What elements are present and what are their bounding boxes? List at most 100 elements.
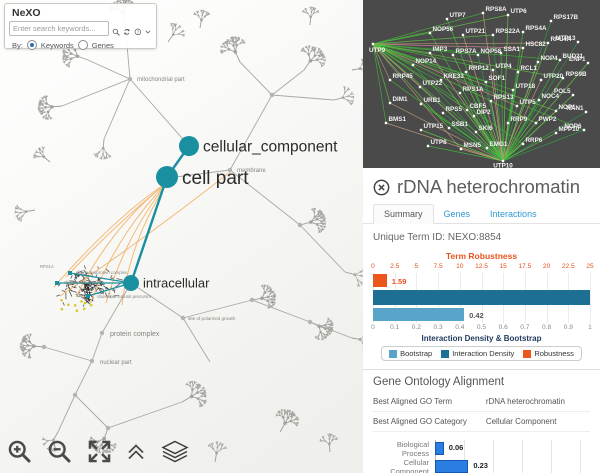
gene-node[interactable] (499, 51, 503, 55)
gene-node-label[interactable]: NOP6 (564, 123, 582, 130)
gene-node[interactable] (459, 147, 463, 151)
gene-node-label[interactable]: SSB1 (452, 121, 469, 128)
gene-node[interactable] (472, 114, 476, 118)
node-label-intracellular[interactable]: intracellular (143, 276, 210, 291)
gene-node[interactable] (461, 33, 465, 37)
selected-subterm-node[interactable] (55, 281, 59, 285)
gene-node[interactable] (549, 19, 553, 23)
close-icon[interactable] (373, 179, 390, 196)
gene-node-label[interactable]: NOP14 (416, 58, 437, 65)
tab-interactions[interactable]: Interactions (490, 209, 537, 219)
gene-node-label[interactable]: RPS17B (554, 14, 579, 21)
gene-node[interactable] (491, 33, 495, 37)
gene-node[interactable] (388, 101, 392, 105)
gene-node-label[interactable]: UTP5 (520, 99, 537, 106)
node-intracellular[interactable] (123, 275, 139, 291)
gene-node-label[interactable]: MSN5 (464, 142, 482, 149)
gene-node-label[interactable]: UTP13 (556, 35, 576, 42)
gene-node[interactable] (458, 91, 462, 95)
gene-node[interactable] (582, 128, 586, 132)
term-label[interactable]: ribonucleoprotein complex (76, 270, 128, 275)
node-label-cell-part[interactable]: cell part (182, 168, 249, 189)
gene-node[interactable] (571, 93, 575, 97)
gene-node-label[interactable]: URB1 (424, 97, 442, 104)
gene-node[interactable] (521, 46, 525, 50)
gene-node[interactable] (521, 30, 525, 34)
gene-node-label[interactable]: RPS8A (486, 6, 507, 13)
gene-node[interactable] (428, 31, 432, 35)
gene-node[interactable] (441, 111, 445, 115)
gene-node-label[interactable]: NAN1 (566, 105, 584, 112)
term-label[interactable]: mitochondrial part (137, 77, 185, 83)
gene-node[interactable] (506, 13, 510, 17)
gene-node[interactable] (546, 41, 550, 45)
term-label[interactable]: ribosomal subunit (64, 280, 99, 285)
gene-node-label[interactable]: SOF1 (489, 75, 506, 82)
gene-node[interactable] (539, 78, 543, 82)
gene-node-label[interactable]: SKI6 (479, 125, 493, 132)
gene-node-label[interactable]: RPS1A (463, 86, 484, 93)
gene-node[interactable] (388, 78, 392, 82)
keywords-radio-label[interactable]: Keywords (40, 40, 74, 50)
gene-node[interactable] (561, 76, 565, 80)
ontology-tree-svg[interactable]: mitochondrial part membrane protein comple… (0, 0, 363, 473)
gene-node-label[interactable]: UTP4 (496, 63, 513, 70)
term-label[interactable]: membrane (237, 168, 266, 174)
tab-genes[interactable]: Genes (443, 209, 471, 219)
gene-node[interactable] (576, 40, 580, 44)
gene-node-label[interactable]: NOP56 (433, 26, 454, 33)
gene-node-label[interactable]: RPS22A (496, 28, 521, 35)
gene-node-label[interactable]: POL5 (554, 88, 571, 95)
refresh-icon[interactable] (123, 23, 131, 35)
gene-node-label[interactable]: SSA1 (504, 46, 521, 53)
genes-radio-label[interactable]: Genes (91, 40, 114, 50)
gene-node-label[interactable]: RPS4A (526, 25, 547, 32)
fit-to-window-button[interactable] (86, 438, 113, 465)
help-icon[interactable]: ? (134, 23, 142, 35)
gene-node-label[interactable]: IMP3 (433, 46, 448, 53)
gene-node-label[interactable]: UTP6 (511, 8, 528, 15)
gene-node-label[interactable]: RPS7A (456, 48, 477, 55)
interaction-network-panel[interactable]: UTP9 UTP10 RPS8A UTP7 UTP6 RPS17B NOP56 UTP21 RP… (363, 0, 600, 168)
gene-node-label[interactable]: NOP58 (481, 48, 502, 55)
interaction-network-svg[interactable]: UTP9 UTP10 RPS8A UTP7 UTP6 RPS17B NOP56 UTP21 RP… (363, 0, 600, 168)
gene-node-label[interactable]: RCL1 (521, 65, 538, 72)
gene-node-label[interactable]: KRE33 (444, 73, 465, 80)
gene-node[interactable] (474, 130, 478, 134)
gene-node-label[interactable]: BMS1 (389, 116, 407, 123)
gene-node[interactable] (419, 102, 423, 106)
gene-node-label[interactable]: MPP10 (559, 126, 580, 133)
gene-node-label[interactable]: UTP7 (450, 12, 467, 19)
gene-node[interactable] (384, 121, 388, 125)
gene-node-label[interactable]: RPS5 (446, 106, 463, 113)
gene-node[interactable] (411, 63, 415, 67)
gene-node-label[interactable]: RRP6 (526, 137, 543, 144)
gene-node-label[interactable]: UTP18 (516, 83, 536, 90)
gene-node[interactable] (447, 126, 451, 130)
ontology-graph-canvas[interactable]: mitochondrial part membrane protein comple… (0, 0, 363, 473)
term-label[interactable]: site of polarized growth (188, 316, 236, 321)
gene-node[interactable] (506, 121, 510, 125)
gene-node[interactable] (489, 99, 493, 103)
gene-node-label[interactable]: UTP22 (423, 80, 443, 87)
zoom-out-button[interactable] (46, 438, 73, 465)
gene-node[interactable] (537, 98, 541, 102)
gene-node[interactable] (516, 70, 520, 74)
tab-summary[interactable]: Summary (373, 204, 434, 224)
node-label-cellular-component[interactable]: cellular_component (203, 139, 338, 156)
gene-node[interactable] (418, 85, 422, 89)
node-cell-part[interactable] (156, 166, 178, 188)
gene-node-label[interactable]: ENP1 (569, 56, 586, 63)
term-label[interactable]: nuclear part (100, 360, 132, 366)
gene-node[interactable] (465, 108, 469, 112)
gene-node-label[interactable]: CBF5 (470, 103, 487, 110)
gene-node[interactable] (515, 104, 519, 108)
gene-node[interactable] (451, 53, 455, 57)
term-label[interactable]: RPS1A (40, 264, 54, 269)
gene-node-label[interactable]: RRP45 (393, 73, 414, 80)
gene-node-label[interactable]: RRP12 (469, 65, 490, 72)
gene-node[interactable] (439, 78, 443, 82)
gene-node-label[interactable]: RPS13 (494, 94, 514, 101)
gene-node[interactable] (554, 131, 558, 135)
gene-node[interactable] (419, 128, 423, 132)
